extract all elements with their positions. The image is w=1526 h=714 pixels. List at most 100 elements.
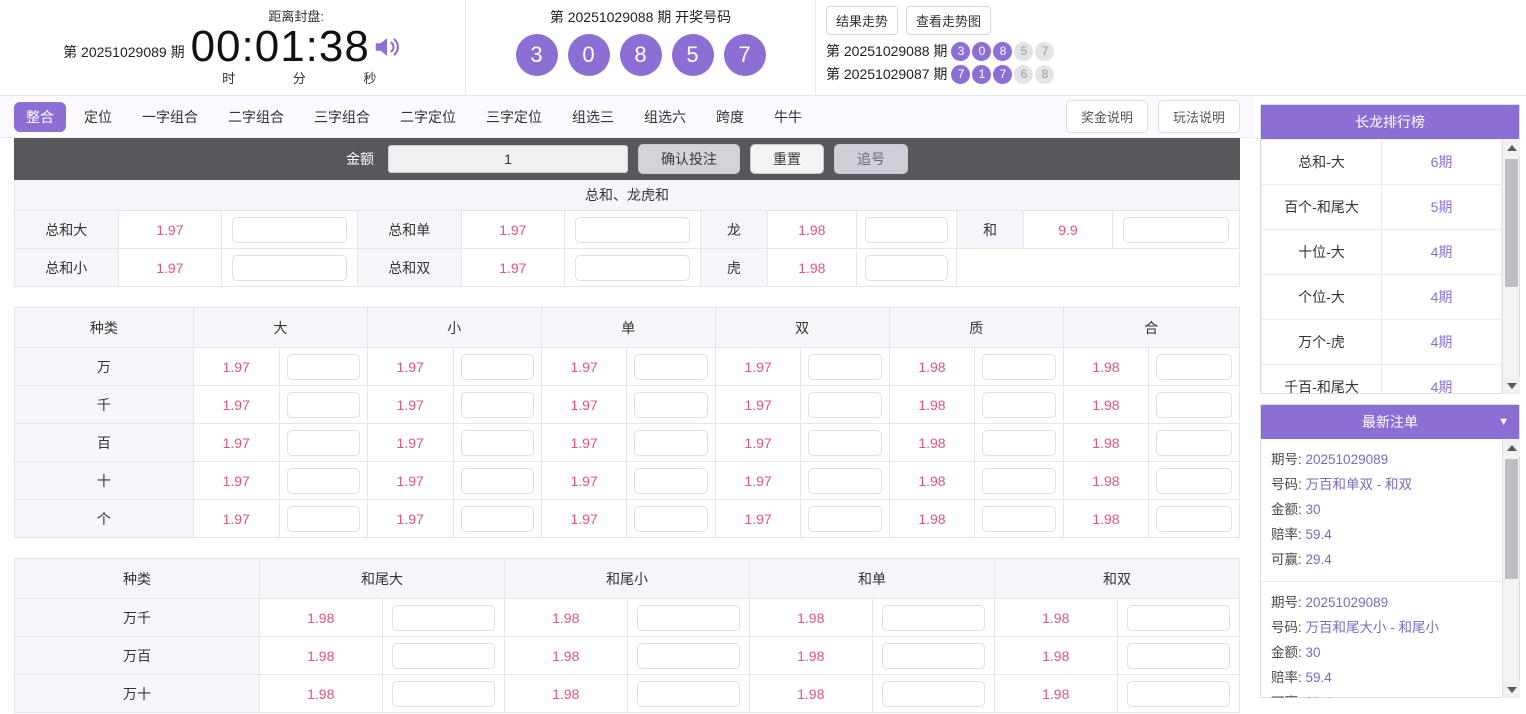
bet-odds-cell[interactable]: 1.97 [460,210,566,249]
bet-odds-cell[interactable]: 1.97 [366,385,454,424]
bet-amount-input[interactable] [864,254,949,281]
scrollbar-thumb[interactable] [1505,459,1518,579]
tab-9[interactable]: 跨度 [716,108,744,125]
scroll-up-arrow-icon[interactable] [1503,139,1520,156]
chevron-down-icon[interactable]: ▼ [1498,416,1509,428]
bet-odds-cell[interactable]: 1.98 [749,674,873,713]
bet-odds-cell[interactable]: 1.97 [366,499,454,538]
bet-odds-cell[interactable]: 1.97 [192,347,280,386]
bet-amount-cell[interactable] [452,385,542,424]
bet-amount-input[interactable] [1126,642,1230,669]
bet-name-cell[interactable]: 龙 [699,210,768,249]
bet-amount-cell[interactable] [974,385,1064,424]
bet-odds-cell[interactable]: 1.98 [504,636,628,675]
bet-amount-input[interactable] [460,467,534,494]
bet-amount-cell[interactable] [452,423,542,462]
scroll-down-arrow-icon[interactable] [1503,377,1520,394]
bet-amount-cell[interactable] [278,347,368,386]
bet-amount-cell[interactable] [626,674,750,713]
bet-odds-cell[interactable]: 1.97 [366,461,454,500]
bet-amount-input[interactable] [881,680,985,707]
bet-amount-input[interactable] [1156,391,1232,418]
tab-2[interactable]: 一字组合 [142,108,198,125]
bet-amount-cell[interactable] [221,248,358,287]
bet-amount-cell[interactable] [974,423,1064,462]
bet-amount-cell[interactable] [800,499,890,538]
order-item[interactable]: 期号: 20251029089 号码: 万百和尾大小 - 和尾小 金额: 30 赔率:… [1261,582,1502,698]
bet-amount-cell[interactable] [381,598,505,637]
bet-amount-input[interactable] [1122,216,1230,243]
bet-amount-input[interactable] [391,680,495,707]
bet-odds-cell[interactable]: 1.97 [117,248,223,287]
bet-amount-input[interactable] [864,216,949,243]
bet-odds-cell[interactable]: 1.98 [766,210,857,249]
bet-amount-input[interactable] [1156,505,1232,532]
bet-amount-input[interactable] [391,604,495,631]
bet-odds-cell[interactable]: 1.97 [714,385,802,424]
bet-odds-cell[interactable]: 1.97 [714,499,802,538]
bet-name-cell[interactable]: 和 [956,210,1024,249]
bet-amount-cell[interactable] [1116,636,1240,675]
bet-amount-input[interactable] [232,216,347,243]
bet-amount-input[interactable] [636,642,740,669]
bet-amount-input[interactable] [982,505,1056,532]
bet-amount-input[interactable] [1156,353,1232,380]
bet-amount-cell[interactable] [381,674,505,713]
bet-amount-input[interactable] [634,505,708,532]
bet-odds-cell[interactable]: 1.98 [259,598,383,637]
bet-amount-input[interactable] [286,467,360,494]
bet-odds-cell[interactable]: 1.97 [714,347,802,386]
bet-amount-input[interactable] [982,391,1056,418]
bet-odds-cell[interactable]: 1.98 [749,636,873,675]
bet-amount-cell[interactable] [871,636,995,675]
bet-amount-input[interactable] [460,429,534,456]
bet-amount-cell[interactable] [221,210,358,249]
bet-odds-cell[interactable]: 1.97 [192,499,280,538]
bet-name-cell[interactable]: 万千 [14,598,260,637]
bet-amount-input[interactable] [881,642,985,669]
bet-amount-input[interactable] [575,254,690,281]
speaker-icon[interactable] [372,32,402,62]
bet-odds-cell[interactable]: 1.97 [540,461,628,500]
bet-name-cell[interactable]: 总和单 [356,210,462,249]
bet-odds-cell[interactable]: 1.98 [1062,347,1150,386]
bet-odds-cell[interactable]: 9.9 [1022,210,1113,249]
bet-name-cell[interactable]: 总和大 [14,210,119,249]
bet-amount-cell[interactable] [626,499,716,538]
bet-amount-input[interactable] [808,505,882,532]
bet-amount-input[interactable] [636,604,740,631]
bet-amount-input[interactable] [634,467,708,494]
bet-name-cell[interactable]: 虎 [699,248,768,287]
bet-amount-input[interactable] [1126,604,1230,631]
bet-amount-input[interactable] [634,353,708,380]
bet-name-cell[interactable]: 百 [14,423,194,462]
bet-amount-cell[interactable] [452,499,542,538]
reset-button[interactable]: 重置 [750,144,824,174]
bet-amount-input[interactable] [286,391,360,418]
bet-amount-cell[interactable] [800,347,890,386]
bet-odds-cell[interactable]: 1.97 [192,385,280,424]
bet-amount-input[interactable] [808,391,882,418]
bet-amount-cell[interactable] [1148,461,1240,500]
bet-amount-cell[interactable] [974,347,1064,386]
bet-amount-cell[interactable] [871,674,995,713]
bet-amount-cell[interactable] [800,461,890,500]
bet-amount-cell[interactable] [800,385,890,424]
bet-odds-cell[interactable]: 1.97 [366,423,454,462]
bet-name-cell[interactable]: 十 [14,461,194,500]
bet-amount-input[interactable] [982,429,1056,456]
rank-row[interactable]: 万个-虎 4期 [1261,319,1502,365]
bet-amount-input[interactable] [808,429,882,456]
tab-6[interactable]: 三字定位 [486,108,542,125]
bet-name-cell[interactable]: 万十 [14,674,260,713]
bet-amount-input[interactable] [634,429,708,456]
tab-1[interactable]: 定位 [84,108,112,125]
tab-8[interactable]: 组选六 [644,108,686,125]
bet-amount-input[interactable] [460,353,534,380]
amount-input[interactable] [388,145,628,173]
bet-amount-input[interactable] [460,391,534,418]
bet-amount-input[interactable] [286,429,360,456]
result-trend-button[interactable]: 结果走势 [826,6,899,35]
tab-4[interactable]: 三字组合 [314,108,370,125]
bet-amount-input[interactable] [1126,680,1230,707]
